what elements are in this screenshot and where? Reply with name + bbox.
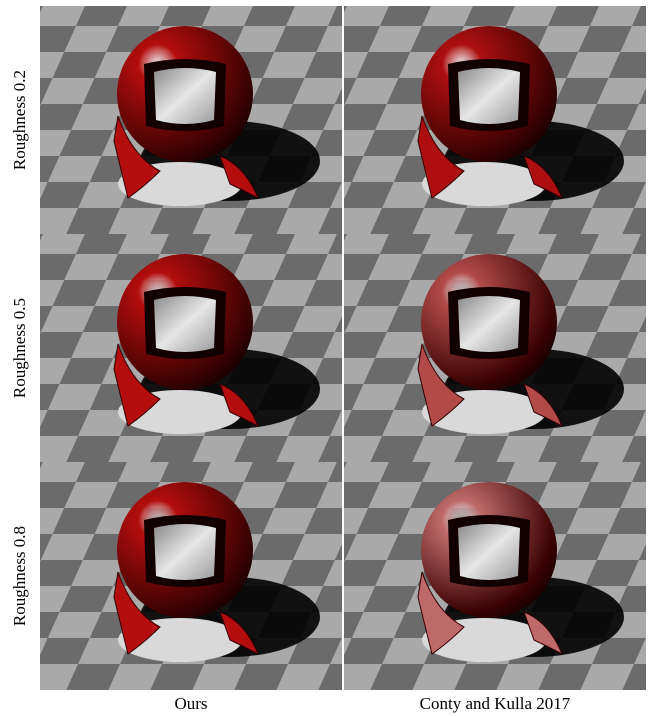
row-label-roughness-0-8: Roughness 0.8 [10, 525, 29, 627]
render-ours-roughness-0-2 [40, 6, 342, 234]
render-conty-roughness-0-5 [344, 234, 646, 462]
render-conty-roughness-0-2 [344, 6, 646, 234]
row-label-roughness-0-2: Roughness 0.2 [10, 69, 29, 171]
render-svg [40, 6, 342, 234]
render-ours-roughness-0-5 [40, 234, 342, 462]
render-ours-roughness-0-8 [40, 462, 342, 690]
render-svg [40, 462, 342, 690]
render-conty-roughness-0-8 [344, 462, 646, 690]
render-svg [344, 6, 646, 234]
render-svg [344, 462, 646, 690]
render-svg [40, 234, 342, 462]
column-label-ours: Ours [174, 694, 208, 713]
render-svg [344, 234, 646, 462]
column-label-conty-kulla: Conty and Kulla 2017 [419, 694, 571, 713]
row-label-roughness-0-5: Roughness 0.5 [10, 297, 29, 399]
